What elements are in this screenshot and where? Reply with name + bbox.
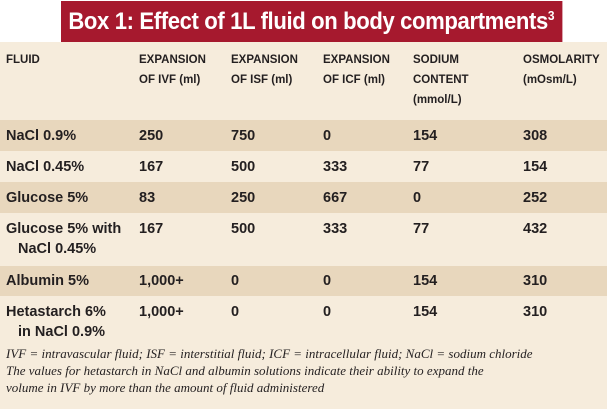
fluid-table: FLUID EXPANSION OF IVF (ml) EXPANSION OF I… xyxy=(0,42,607,348)
footnote-note-line1: The values for hetastarch in NaCl and al… xyxy=(6,363,484,378)
cell-sodium: 0 xyxy=(413,190,422,206)
cell-icf: 333 xyxy=(323,159,348,175)
cell-ivf: 167 xyxy=(139,221,164,237)
fluid-name: NaCl 0.9% xyxy=(6,128,77,144)
cell-ivf: 83 xyxy=(139,190,156,206)
fluid-name: Glucose 5% with xyxy=(6,221,122,237)
cell-isf: 500 xyxy=(231,159,256,175)
cell-fluid: NaCl 0.9% xyxy=(0,120,133,151)
cell-fluid: NaCl 0.45% xyxy=(0,151,133,182)
cell-osmolarity: 252 xyxy=(523,190,548,206)
header-sodium: SODIUM CONTENT (mmol/L) xyxy=(407,42,517,120)
cell-fluid: Hetastarch 6% in NaCl 0.9% xyxy=(0,296,133,348)
cell-ivf: 1,000+ xyxy=(139,304,184,320)
cell-ivf: 1,000+ xyxy=(139,273,184,289)
cell-osmolarity: 308 xyxy=(523,128,548,144)
header-icf-line1: EXPANSION xyxy=(323,54,390,66)
header-ivf: EXPANSION OF IVF (ml) xyxy=(133,42,225,120)
box-title-text: Box 1: Effect of 1L fluid on body compar… xyxy=(68,8,548,35)
table-row: NaCl 0.45% 167 500 333 77 154 xyxy=(0,151,607,182)
cell-fluid: Glucose 5% with NaCl 0.45% xyxy=(0,213,133,266)
cell-isf: 750 xyxy=(231,128,256,144)
cell-isf: 0 xyxy=(231,273,240,289)
cell-sodium: 154 xyxy=(413,273,438,289)
cell-icf: 0 xyxy=(323,128,332,144)
cell-fluid: Glucose 5% xyxy=(0,182,133,213)
cell-osmolarity: 432 xyxy=(523,221,548,237)
cell-sodium: 77 xyxy=(413,221,430,237)
cell-icf: 333 xyxy=(323,221,348,237)
cell-isf: 500 xyxy=(231,221,256,237)
cell-icf: 0 xyxy=(323,273,332,289)
cell-osmolarity: 310 xyxy=(523,273,548,289)
fluid-name-continuation: NaCl 0.45% xyxy=(18,241,97,257)
table-row: Glucose 5% with NaCl 0.45% 167 500 333 77… xyxy=(0,213,607,266)
table-row: Albumin 5% 1,000+ 0 0 154 310 xyxy=(0,266,607,296)
header-sodium-line2: (mmol/L) xyxy=(413,94,462,106)
fluid-name: Hetastarch 6% xyxy=(6,304,106,320)
header-osmolarity: OSMOLARITY (mOsm/L) xyxy=(517,42,607,120)
header-osm-line1: OSMOLARITY xyxy=(523,54,600,66)
header-ivf-line1: EXPANSION xyxy=(139,54,206,66)
header-icf-line2: OF ICF (ml) xyxy=(323,74,385,86)
cell-sodium: 77 xyxy=(413,159,430,175)
fluid-name: NaCl 0.45% xyxy=(6,159,85,175)
cell-isf: 0 xyxy=(231,304,240,320)
table-row: NaCl 0.9% 250 750 0 154 308 xyxy=(0,120,607,151)
title-bar: Box 1: Effect of 1L fluid on body compar… xyxy=(0,0,607,42)
box-title: Box 1: Effect of 1L fluid on body compar… xyxy=(61,1,563,42)
table-header-row: FLUID EXPANSION OF IVF (ml) EXPANSION OF I… xyxy=(0,42,607,120)
cell-sodium: 154 xyxy=(413,128,438,144)
header-isf-line1: EXPANSION xyxy=(231,54,298,66)
fluid-name-continuation: in NaCl 0.9% xyxy=(18,324,106,340)
footnote-abbreviations: IVF = intravascular fluid; ISF = interst… xyxy=(6,346,533,361)
cell-osmolarity: 310 xyxy=(523,304,548,320)
header-fluid: FLUID xyxy=(6,54,40,66)
header-ivf-line2: OF IVF (ml) xyxy=(139,74,201,86)
header-isf: EXPANSION OF ISF (ml) xyxy=(225,42,317,120)
header-isf-line2: OF ISF (ml) xyxy=(231,74,293,86)
table-row: Hetastarch 6% in NaCl 0.9% 1,000+ 0 0 154… xyxy=(0,296,607,348)
cell-icf: 667 xyxy=(323,190,348,206)
cell-icf: 0 xyxy=(323,304,332,320)
table-row: Glucose 5% 83 250 667 0 252 xyxy=(0,182,607,213)
cell-ivf: 167 xyxy=(139,159,164,175)
header-sodium-line1: SODIUM CONTENT xyxy=(413,54,469,86)
footnote: IVF = intravascular fluid; ISF = interst… xyxy=(6,345,604,396)
cell-isf: 250 xyxy=(231,190,256,206)
cell-osmolarity: 154 xyxy=(523,159,548,175)
cell-fluid: Albumin 5% xyxy=(0,266,133,296)
fluid-name: Glucose 5% xyxy=(6,190,89,206)
cell-ivf: 250 xyxy=(139,128,164,144)
cell-sodium: 154 xyxy=(413,304,438,320)
header-osm-line2: (mOsm/L) xyxy=(523,74,577,86)
footnote-note-line2: volume in IVF by more than the amount of… xyxy=(6,380,325,395)
fluid-name: Albumin 5% xyxy=(6,273,89,289)
header-icf: EXPANSION OF ICF (ml) xyxy=(317,42,407,120)
reference-superscript: 3 xyxy=(547,8,555,23)
